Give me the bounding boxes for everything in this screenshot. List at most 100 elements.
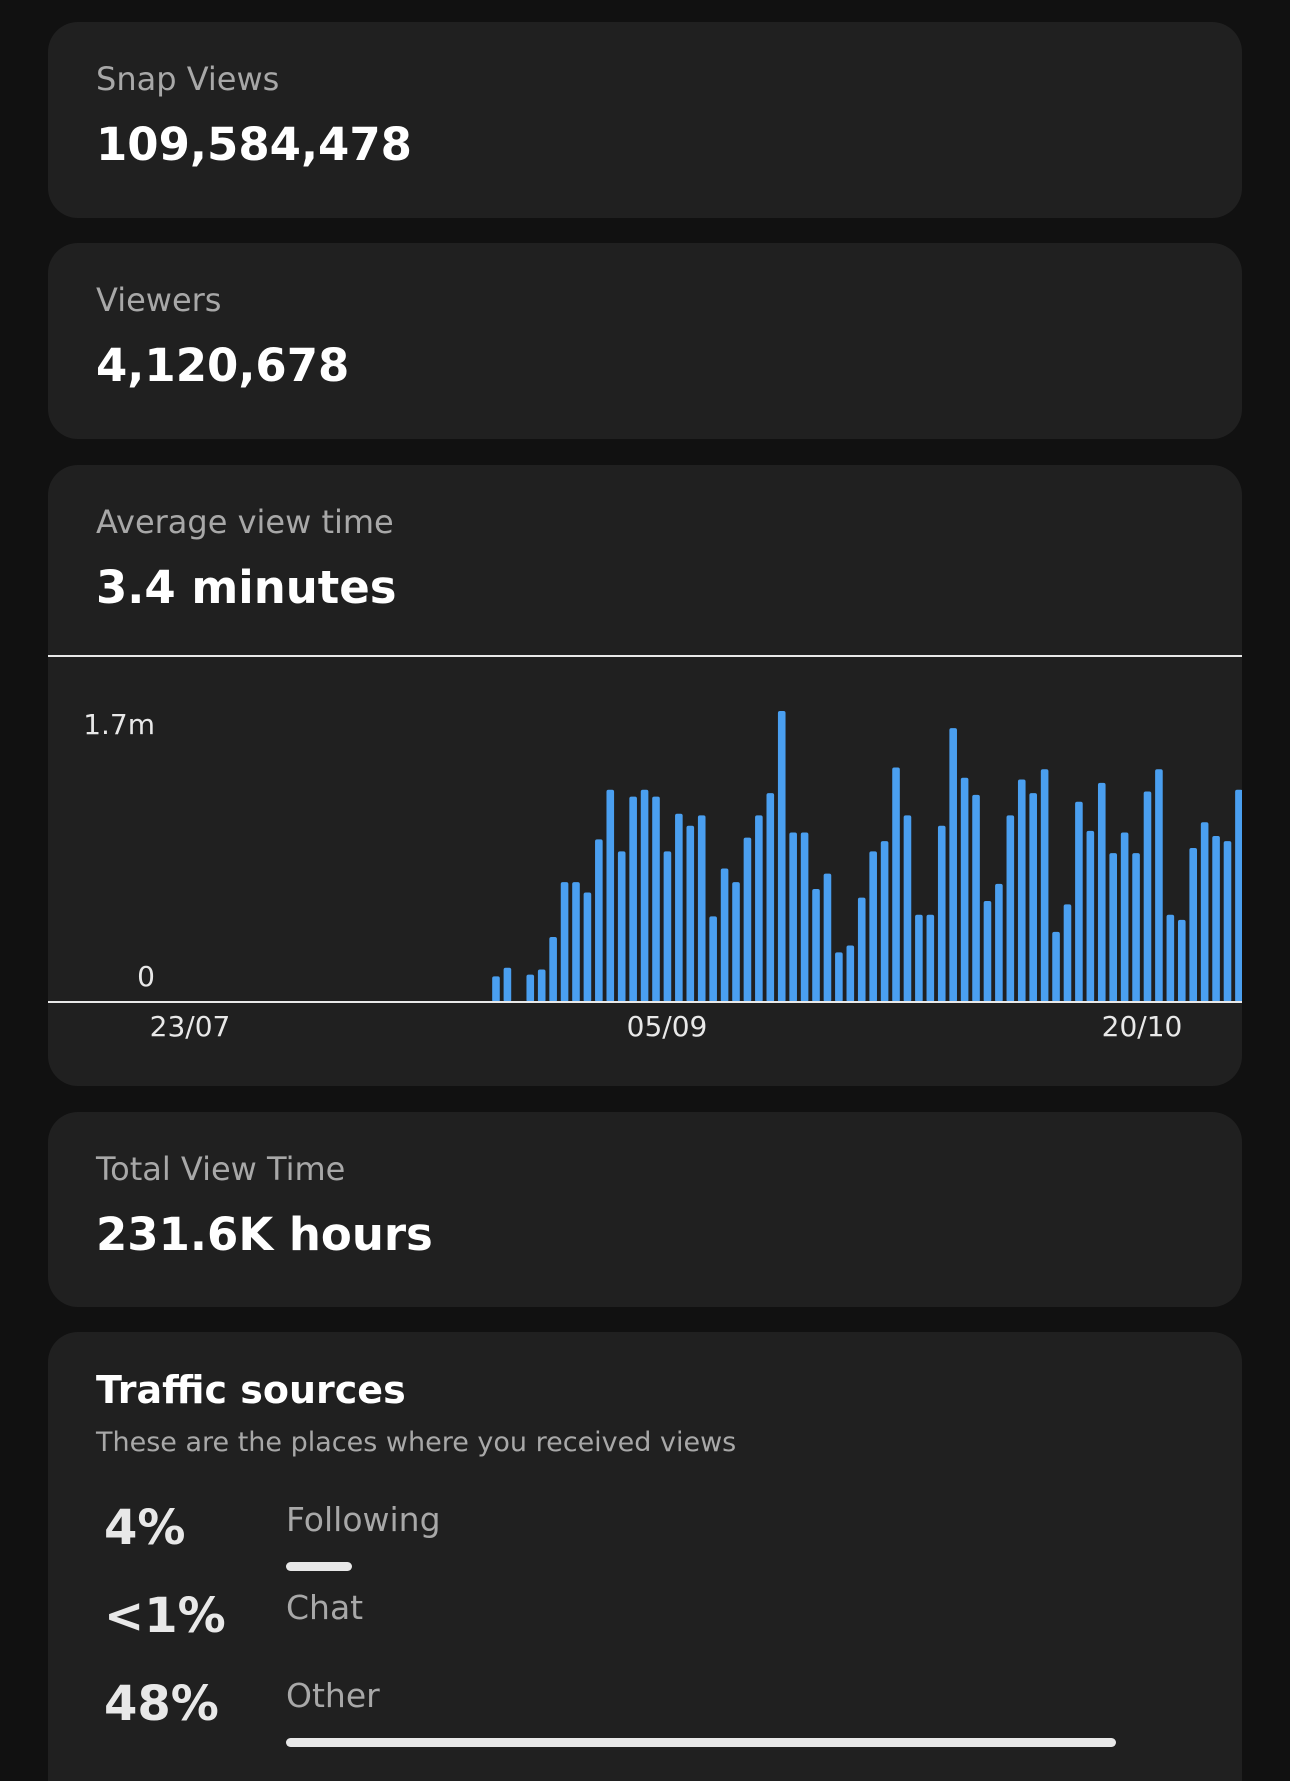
chart-bar[interactable] xyxy=(1109,853,1117,1002)
chart-bar[interactable] xyxy=(663,851,672,1002)
chart-bar[interactable] xyxy=(1052,931,1060,1002)
chart-bar[interactable] xyxy=(560,882,569,1002)
traffic-source-name: Following xyxy=(286,1500,441,1539)
chart-bar[interactable] xyxy=(549,936,557,1002)
chart-bar[interactable] xyxy=(1189,847,1198,1002)
chart-bar[interactable] xyxy=(869,851,877,1002)
chart-bar[interactable] xyxy=(697,815,706,1002)
y-tick-max: 1.7m xyxy=(83,708,155,741)
chart-bar[interactable] xyxy=(1086,830,1095,1002)
chart-bar[interactable] xyxy=(1006,815,1015,1002)
chart-bar[interactable] xyxy=(846,945,855,1002)
x-tick-middle: 05/09 xyxy=(627,1010,708,1043)
viewers-value: 4,120,678 xyxy=(96,339,350,392)
chart-bar[interactable] xyxy=(1166,914,1175,1002)
traffic-source-name: Chat xyxy=(286,1588,364,1627)
chart-bar[interactable] xyxy=(686,825,695,1002)
chart-bar[interactable] xyxy=(995,883,1003,1002)
snap-views-label: Snap Views xyxy=(96,60,280,98)
chart-bar[interactable] xyxy=(1223,841,1232,1002)
chart-bar[interactable] xyxy=(857,897,866,1002)
chart-bar[interactable] xyxy=(1017,779,1026,1002)
views-bar-chart[interactable]: 1.7m 0 23/07 05/09 20/10 xyxy=(48,465,1242,1086)
chart-bar[interactable] xyxy=(1143,791,1152,1002)
chart-bar[interactable] xyxy=(640,789,649,1002)
y-tick-zero: 0 xyxy=(137,960,155,993)
chart-bar[interactable] xyxy=(629,796,637,1002)
traffic-source-percent: 48% xyxy=(104,1676,219,1732)
traffic-source-bar-track xyxy=(286,1650,1116,1659)
traffic-source-bar xyxy=(286,1738,1116,1747)
chart-bar[interactable] xyxy=(983,901,992,1002)
traffic-source-percent: 4% xyxy=(104,1500,186,1556)
average-view-time-card[interactable]: Average view time 3.4 minutes 1.7m 0 23/… xyxy=(48,465,1242,1086)
total-view-time-card[interactable]: Total View Time 231.6K hours xyxy=(48,1112,1242,1307)
traffic-source-chat[interactable]: <1% Chat xyxy=(48,1588,1242,1668)
traffic-source-following[interactable]: 4% Following xyxy=(48,1500,1242,1580)
chart-bar[interactable] xyxy=(789,832,797,1002)
chart-bar[interactable] xyxy=(1063,904,1072,1002)
traffic-source-bar-track xyxy=(286,1738,1116,1747)
average-view-time-label: Average view time xyxy=(96,503,394,541)
chart-bar[interactable] xyxy=(1177,919,1186,1002)
chart-bar[interactable] xyxy=(937,825,946,1002)
chart-bar[interactable] xyxy=(732,882,740,1002)
chart-bar[interactable] xyxy=(823,873,832,1002)
chart-bar[interactable] xyxy=(572,882,580,1002)
chart-bar[interactable] xyxy=(1155,769,1163,1002)
traffic-source-bar xyxy=(286,1562,353,1571)
traffic-sources-subtitle: These are the places where you received … xyxy=(96,1427,737,1458)
snap-views-card[interactable]: Snap Views 109,584,478 xyxy=(48,22,1242,218)
chart-bars xyxy=(492,711,1242,1002)
chart-bar[interactable] xyxy=(926,914,935,1002)
chart-bar[interactable] xyxy=(743,837,752,1002)
viewers-card[interactable]: Viewers 4,120,678 xyxy=(48,243,1242,439)
chart-bar[interactable] xyxy=(720,868,729,1002)
chart-top-divider xyxy=(48,655,1242,657)
chart-bar[interactable] xyxy=(1029,793,1037,1002)
x-tick-start: 23/07 xyxy=(150,1010,231,1043)
chart-bar[interactable] xyxy=(960,777,969,1002)
chart-bar[interactable] xyxy=(492,976,500,1002)
chart-bar[interactable] xyxy=(652,796,660,1002)
chart-bar[interactable] xyxy=(617,851,626,1002)
traffic-source-other[interactable]: 48% Other xyxy=(48,1676,1242,1756)
chart-bar[interactable] xyxy=(892,767,900,1002)
chart-bar[interactable] xyxy=(1097,782,1106,1002)
chart-bar[interactable] xyxy=(537,969,546,1002)
chart-bar[interactable] xyxy=(1235,789,1242,1002)
x-tick-end: 20/10 xyxy=(1102,1010,1183,1043)
average-view-time-value: 3.4 minutes xyxy=(96,561,397,614)
chart-bar[interactable] xyxy=(915,914,923,1002)
traffic-sources-card[interactable]: Traffic sources These are the places whe… xyxy=(48,1332,1242,1781)
chart-bar[interactable] xyxy=(675,813,683,1002)
total-view-time-label: Total View Time xyxy=(96,1150,346,1188)
chart-bar[interactable] xyxy=(1040,769,1049,1002)
chart-bar[interactable] xyxy=(606,789,615,1002)
traffic-sources-title: Traffic sources xyxy=(96,1368,406,1412)
chart-bar[interactable] xyxy=(1200,822,1209,1002)
traffic-source-name: Other xyxy=(286,1676,380,1715)
chart-bar[interactable] xyxy=(709,916,717,1002)
chart-bar[interactable] xyxy=(835,952,843,1002)
chart-bar[interactable] xyxy=(766,793,775,1002)
chart-bar[interactable] xyxy=(972,794,980,1002)
chart-bar[interactable] xyxy=(1132,853,1140,1002)
chart-bar[interactable] xyxy=(812,889,820,1002)
chart-bar[interactable] xyxy=(755,815,763,1002)
chart-bar[interactable] xyxy=(949,728,957,1002)
chart-bar[interactable] xyxy=(903,815,912,1002)
total-view-time-value: 231.6K hours xyxy=(96,1208,433,1261)
snap-views-value: 109,584,478 xyxy=(96,118,412,171)
chart-bar[interactable] xyxy=(583,892,592,1002)
chart-bar[interactable] xyxy=(503,967,512,1002)
chart-bar[interactable] xyxy=(800,832,809,1002)
traffic-source-percent: <1% xyxy=(104,1588,226,1644)
chart-bar[interactable] xyxy=(880,841,889,1002)
chart-bar[interactable] xyxy=(1212,835,1220,1002)
chart-bar[interactable] xyxy=(1120,832,1129,1002)
chart-bar[interactable] xyxy=(595,839,603,1002)
chart-bar[interactable] xyxy=(777,711,786,1002)
chart-bar[interactable] xyxy=(526,974,535,1002)
chart-bar[interactable] xyxy=(1075,801,1083,1002)
